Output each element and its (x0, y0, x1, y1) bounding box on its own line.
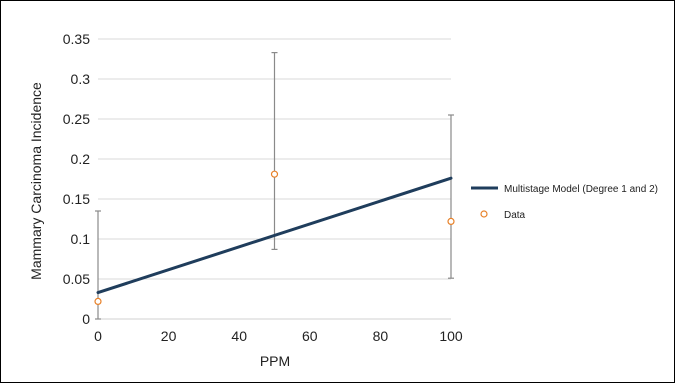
x-tick-label: 100 (439, 328, 463, 344)
model-line-layer (96, 176, 453, 295)
y-tick-label: 0.2 (71, 151, 91, 167)
legend-data-swatch (480, 210, 488, 218)
y-tick-labels: 0 0.05 0.1 0.15 0.2 0.25 0.3 0.35 (63, 31, 90, 327)
data-point (270, 170, 279, 178)
y-tick-label: 0.3 (71, 71, 91, 87)
y-tick-label: 0 (82, 311, 90, 327)
legend: Multistage Model (Degree 1 and 2) Data (471, 184, 658, 221)
x-tick-labels: 0 20 40 60 80 100 (94, 328, 463, 344)
x-tick-label: 20 (161, 328, 177, 344)
y-tick-label: 0.15 (63, 191, 90, 207)
y-tick-label: 0.1 (71, 231, 91, 247)
y-tick-label: 0.35 (63, 31, 90, 47)
x-tick-label: 60 (302, 328, 318, 344)
data-points (94, 170, 455, 305)
y-tick-label: 0.25 (63, 111, 90, 127)
x-axis-label: PPM (260, 353, 290, 369)
data-point (447, 217, 455, 225)
x-tick-label: 0 (94, 328, 102, 344)
x-tick-label: 40 (231, 328, 247, 344)
y-axis-label: Mammary Carcinoma Incidence (28, 82, 44, 280)
y-tick-label: 0.05 (63, 271, 90, 287)
x-tick-label: 80 (373, 328, 389, 344)
model-line (96, 176, 453, 295)
legend-data-label: Data (504, 210, 526, 221)
legend-model-label: Multistage Model (Degree 1 and 2) (504, 184, 658, 195)
data-point (94, 297, 102, 305)
